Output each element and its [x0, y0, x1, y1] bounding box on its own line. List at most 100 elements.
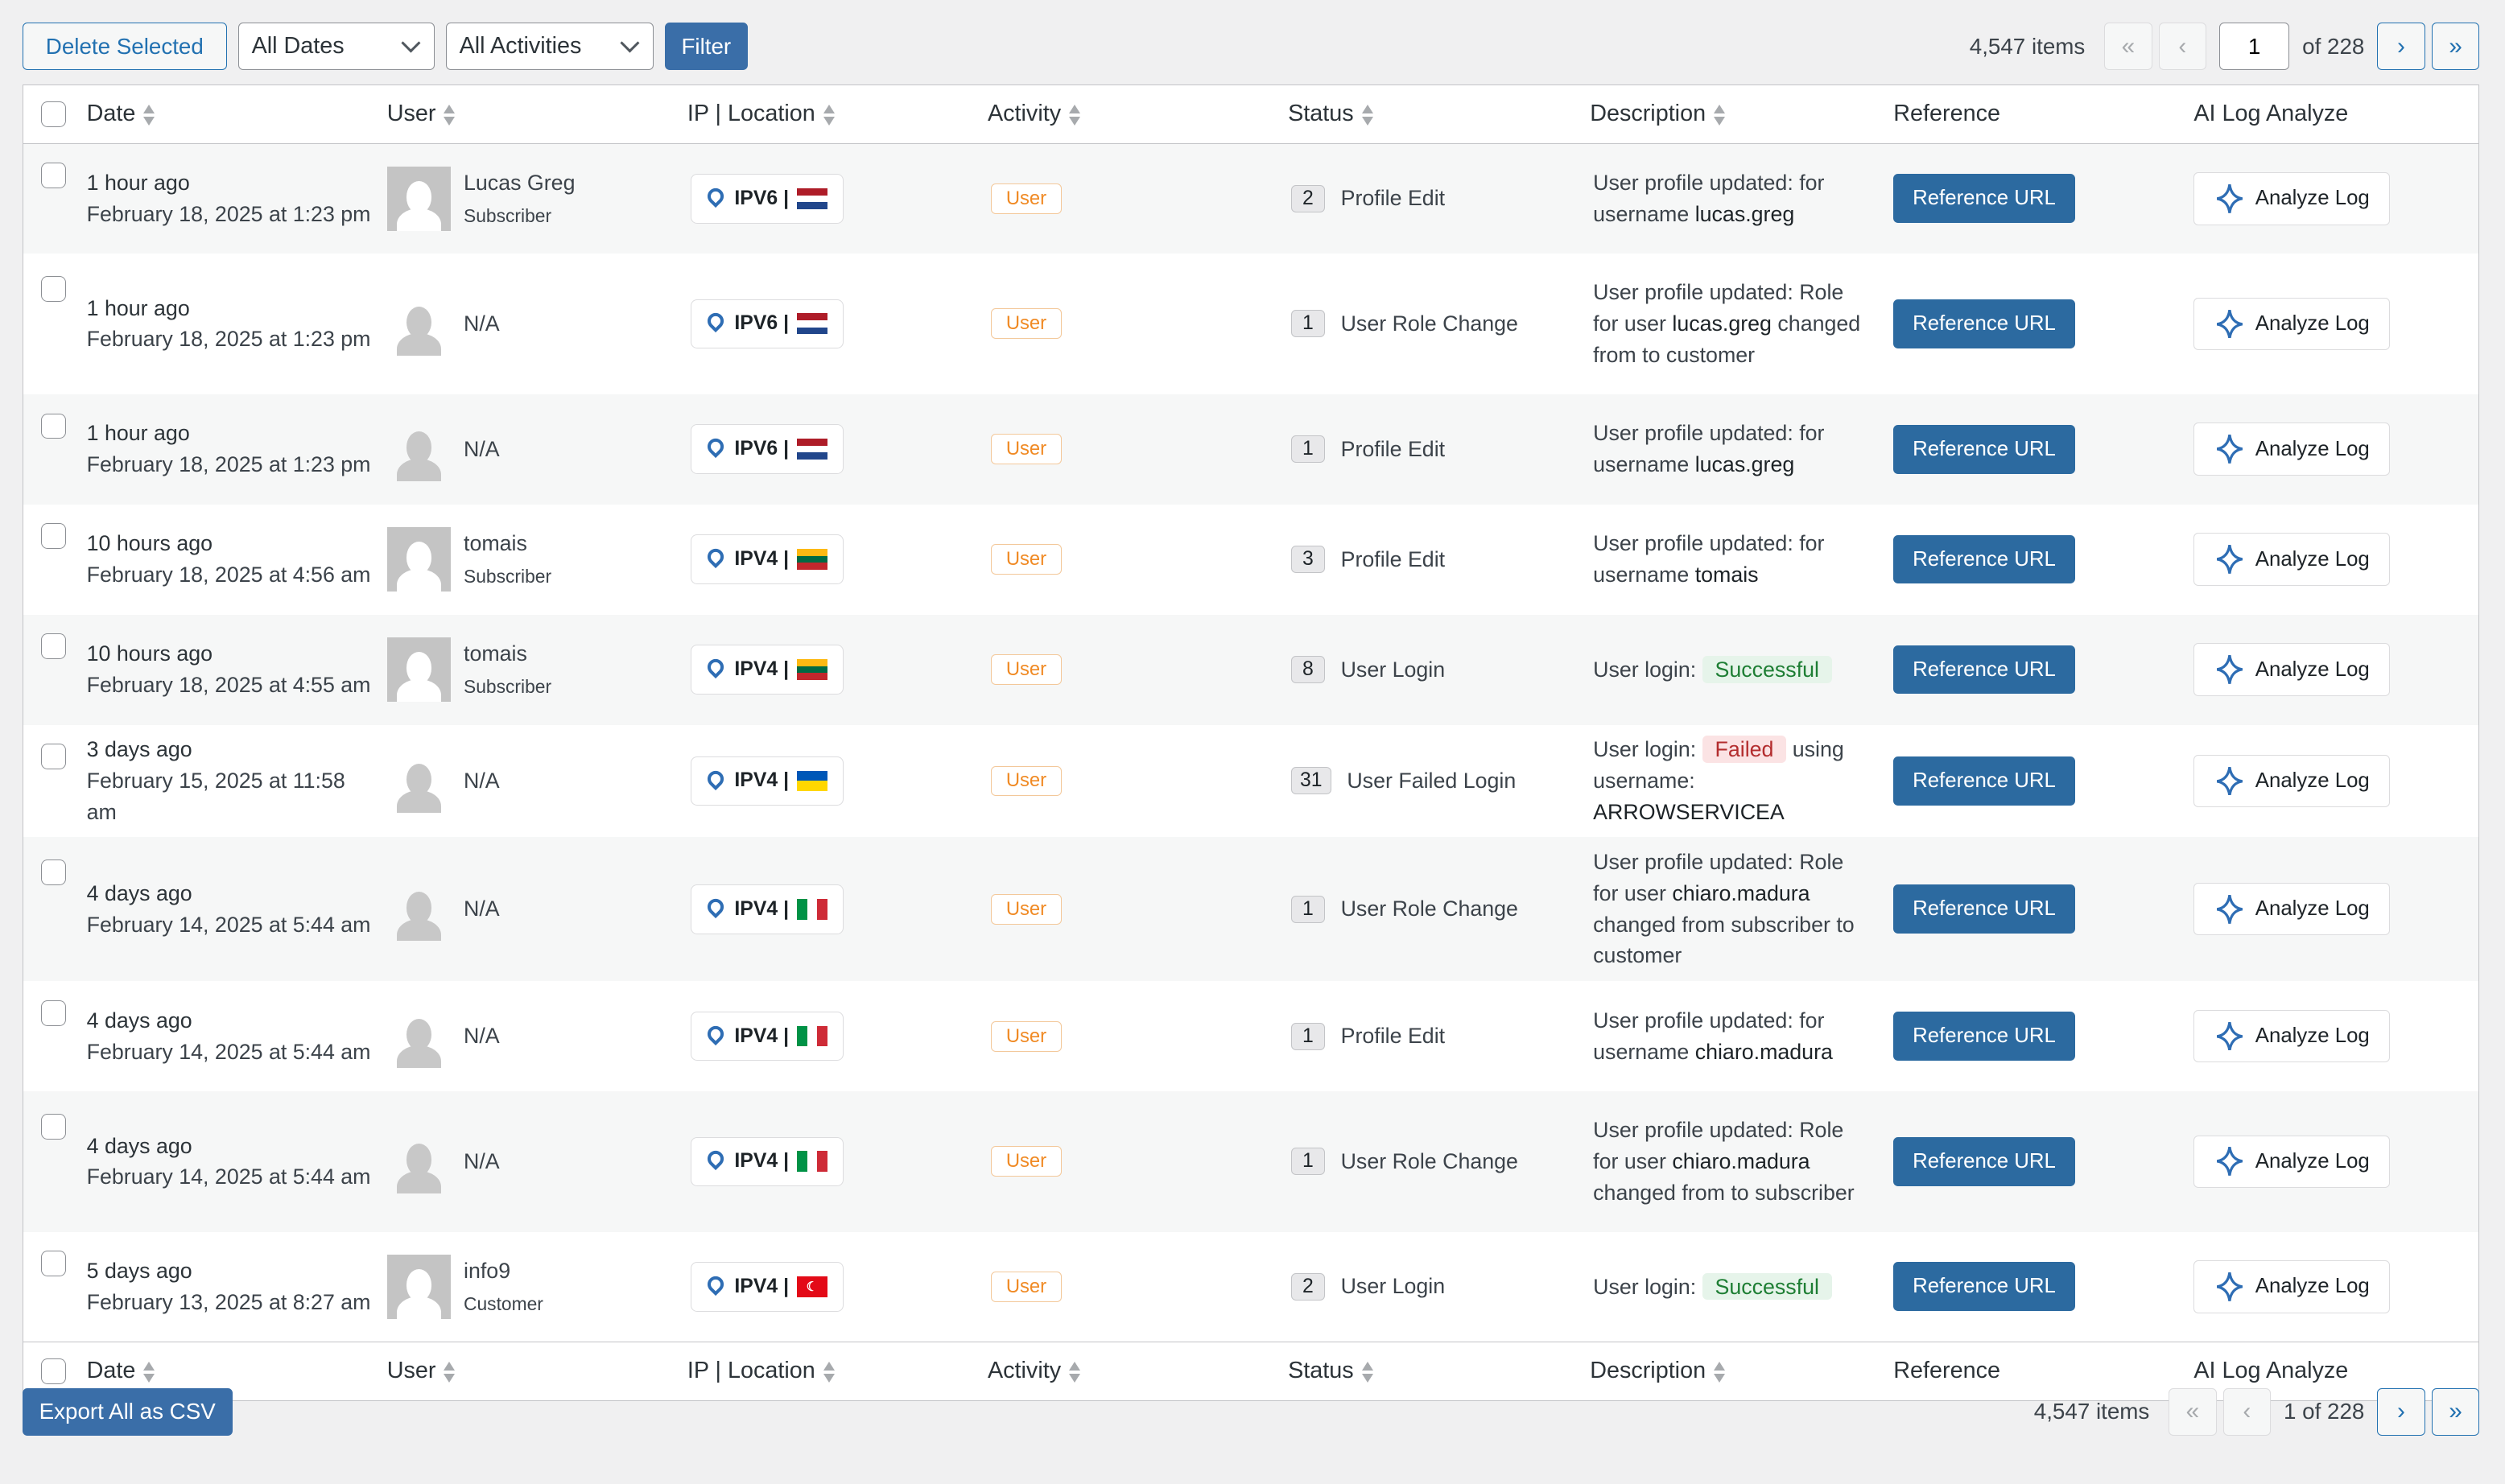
- next-page-button[interactable]: ›: [2377, 22, 2425, 71]
- last-page-button[interactable]: »: [2431, 1387, 2480, 1437]
- dates-select[interactable]: All Dates: [237, 22, 435, 71]
- sparkle-icon: [2217, 655, 2243, 684]
- date-cell: 10 hours ago February 18, 2025 at 4:55 am: [87, 615, 387, 725]
- column-header[interactable]: Activity: [987, 1342, 1289, 1401]
- reference-url-button[interactable]: Reference URL: [1893, 645, 2075, 695]
- column-header[interactable]: Description: [1590, 1342, 1894, 1401]
- ip-location-badge[interactable]: IPV6 |: [690, 174, 844, 224]
- column-header[interactable]: User: [386, 1342, 687, 1401]
- column-header[interactable]: User: [386, 85, 687, 144]
- ip-type: IPV4 |: [734, 1024, 790, 1047]
- analyze-log-button[interactable]: Analyze Log: [2193, 1009, 2390, 1063]
- column-header[interactable]: Status: [1288, 85, 1591, 144]
- reference-url-button[interactable]: Reference URL: [1893, 756, 2075, 806]
- ip-location-badge[interactable]: IPV6 |: [690, 424, 844, 474]
- user-name: Lucas Greg: [464, 170, 576, 195]
- sort-icon[interactable]: [1714, 105, 1727, 126]
- analyze-log-button[interactable]: Analyze Log: [2193, 754, 2390, 808]
- analyze-log-button[interactable]: Analyze Log: [2193, 1135, 2390, 1189]
- row-checkbox[interactable]: [40, 413, 67, 439]
- reference-url-button[interactable]: Reference URL: [1893, 534, 2075, 584]
- activity-cell: User: [988, 1232, 1288, 1342]
- map-pin-icon: [704, 656, 727, 679]
- reference-url-button[interactable]: Reference URL: [1893, 424, 2075, 474]
- analyze-log-button[interactable]: Analyze Log: [2193, 423, 2390, 476]
- sort-icon[interactable]: [823, 105, 836, 126]
- row-checkbox[interactable]: [40, 633, 67, 660]
- sort-icon[interactable]: [444, 105, 456, 126]
- export-csv-button[interactable]: Export All as CSV: [22, 1387, 233, 1437]
- table-row: 3 days ago February 15, 2025 at 11:58 am …: [23, 725, 2478, 838]
- flag-icon: [796, 898, 827, 920]
- ip-location-badge[interactable]: IPV4 | ☾: [690, 1262, 844, 1312]
- column-header[interactable]: Date: [86, 85, 387, 144]
- sort-icon[interactable]: [444, 1362, 456, 1383]
- sort-icon[interactable]: [1069, 1362, 1082, 1383]
- sort-icon[interactable]: [143, 105, 156, 126]
- current-page-input[interactable]: [2218, 22, 2290, 71]
- row-checkbox[interactable]: [40, 275, 67, 302]
- analyze-log-button[interactable]: Analyze Log: [2193, 172, 2390, 225]
- reference-url-button[interactable]: Reference URL: [1893, 174, 2075, 224]
- select-all-checkbox[interactable]: [40, 1358, 67, 1384]
- date-cell: 4 days ago February 14, 2025 at 5:44 am: [87, 1091, 387, 1232]
- ip-location-badge[interactable]: IPV4 |: [690, 645, 844, 695]
- analyze-log-button[interactable]: Analyze Log: [2193, 533, 2390, 586]
- filter-button[interactable]: Filter: [664, 22, 748, 71]
- analyze-log-button[interactable]: Analyze Log: [2193, 883, 2390, 936]
- row-checkbox[interactable]: [40, 1000, 67, 1026]
- row-checkbox[interactable]: [40, 1251, 67, 1277]
- analyze-log-button[interactable]: Analyze Log: [2193, 1260, 2390, 1313]
- reference-url-button[interactable]: Reference URL: [1893, 884, 2075, 934]
- row-checkbox[interactable]: [40, 523, 67, 550]
- analyze-log-button[interactable]: Analyze Log: [2193, 643, 2390, 696]
- ip-location-badge[interactable]: IPV4 |: [690, 1011, 844, 1061]
- delete-selected-button[interactable]: Delete Selected: [22, 22, 227, 71]
- column-header[interactable]: Activity: [987, 85, 1289, 144]
- sort-icon[interactable]: [1714, 1362, 1727, 1383]
- ip-location-badge[interactable]: IPV4 |: [690, 534, 844, 584]
- column-header[interactable]: IP | Location: [687, 85, 988, 144]
- sort-icon[interactable]: [1361, 105, 1375, 126]
- sort-icon[interactable]: [823, 1362, 836, 1383]
- row-checkbox[interactable]: [40, 744, 67, 770]
- ip-location-badge[interactable]: IPV4 |: [690, 1136, 844, 1187]
- relative-time: 1 hour ago: [86, 421, 190, 446]
- description-text: using username:: [1593, 737, 1844, 794]
- analyze-log-button[interactable]: Analyze Log: [2193, 297, 2390, 351]
- column-header[interactable]: IP | Location: [687, 1342, 988, 1401]
- description-cell: User profile updated: Role for user chia…: [1590, 837, 1893, 981]
- flag-icon: [796, 1025, 827, 1047]
- prev-page-button[interactable]: ‹: [2158, 22, 2207, 71]
- row-checkbox[interactable]: [40, 859, 67, 885]
- select-all-checkbox[interactable]: [40, 101, 67, 127]
- column-header[interactable]: Description: [1590, 85, 1894, 144]
- avatar: [387, 877, 451, 942]
- column-header[interactable]: Status: [1288, 1342, 1591, 1401]
- ip-location-badge[interactable]: IPV4 |: [690, 756, 844, 806]
- dates-select-value: All Dates: [251, 33, 345, 60]
- table-row: 4 days ago February 14, 2025 at 5:44 am N…: [23, 981, 2478, 1091]
- sort-icon[interactable]: [143, 1362, 156, 1383]
- row-select-cell: [23, 1091, 86, 1232]
- description-text: User profile updated: Role for user: [1593, 850, 1844, 906]
- reference-url-button[interactable]: Reference URL: [1893, 1136, 2075, 1186]
- sort-icon[interactable]: [1361, 1362, 1375, 1383]
- reference-url-button[interactable]: Reference URL: [1893, 299, 2075, 348]
- first-page-button[interactable]: «: [2169, 1387, 2217, 1437]
- next-page-button[interactable]: ›: [2377, 1387, 2425, 1437]
- first-page-button[interactable]: «: [2104, 22, 2152, 71]
- reference-url-button[interactable]: Reference URL: [1893, 1012, 2075, 1061]
- status-cell: 1 User Role Change: [1288, 254, 1590, 394]
- sort-icon[interactable]: [1069, 105, 1082, 126]
- date-cell: 1 hour ago February 18, 2025 at 1:23 pm: [87, 143, 387, 254]
- ip-location-badge[interactable]: IPV6 |: [690, 299, 844, 349]
- last-page-button[interactable]: »: [2431, 22, 2480, 71]
- reference-url-button[interactable]: Reference URL: [1893, 1262, 2075, 1312]
- activities-select[interactable]: All Activities: [445, 22, 654, 71]
- row-checkbox[interactable]: [40, 1113, 67, 1140]
- prev-page-button[interactable]: ‹: [2222, 1387, 2272, 1437]
- ip-location-badge[interactable]: IPV4 |: [690, 884, 844, 934]
- row-checkbox[interactable]: [40, 163, 67, 189]
- user-cell: info9 Customer: [386, 1232, 687, 1342]
